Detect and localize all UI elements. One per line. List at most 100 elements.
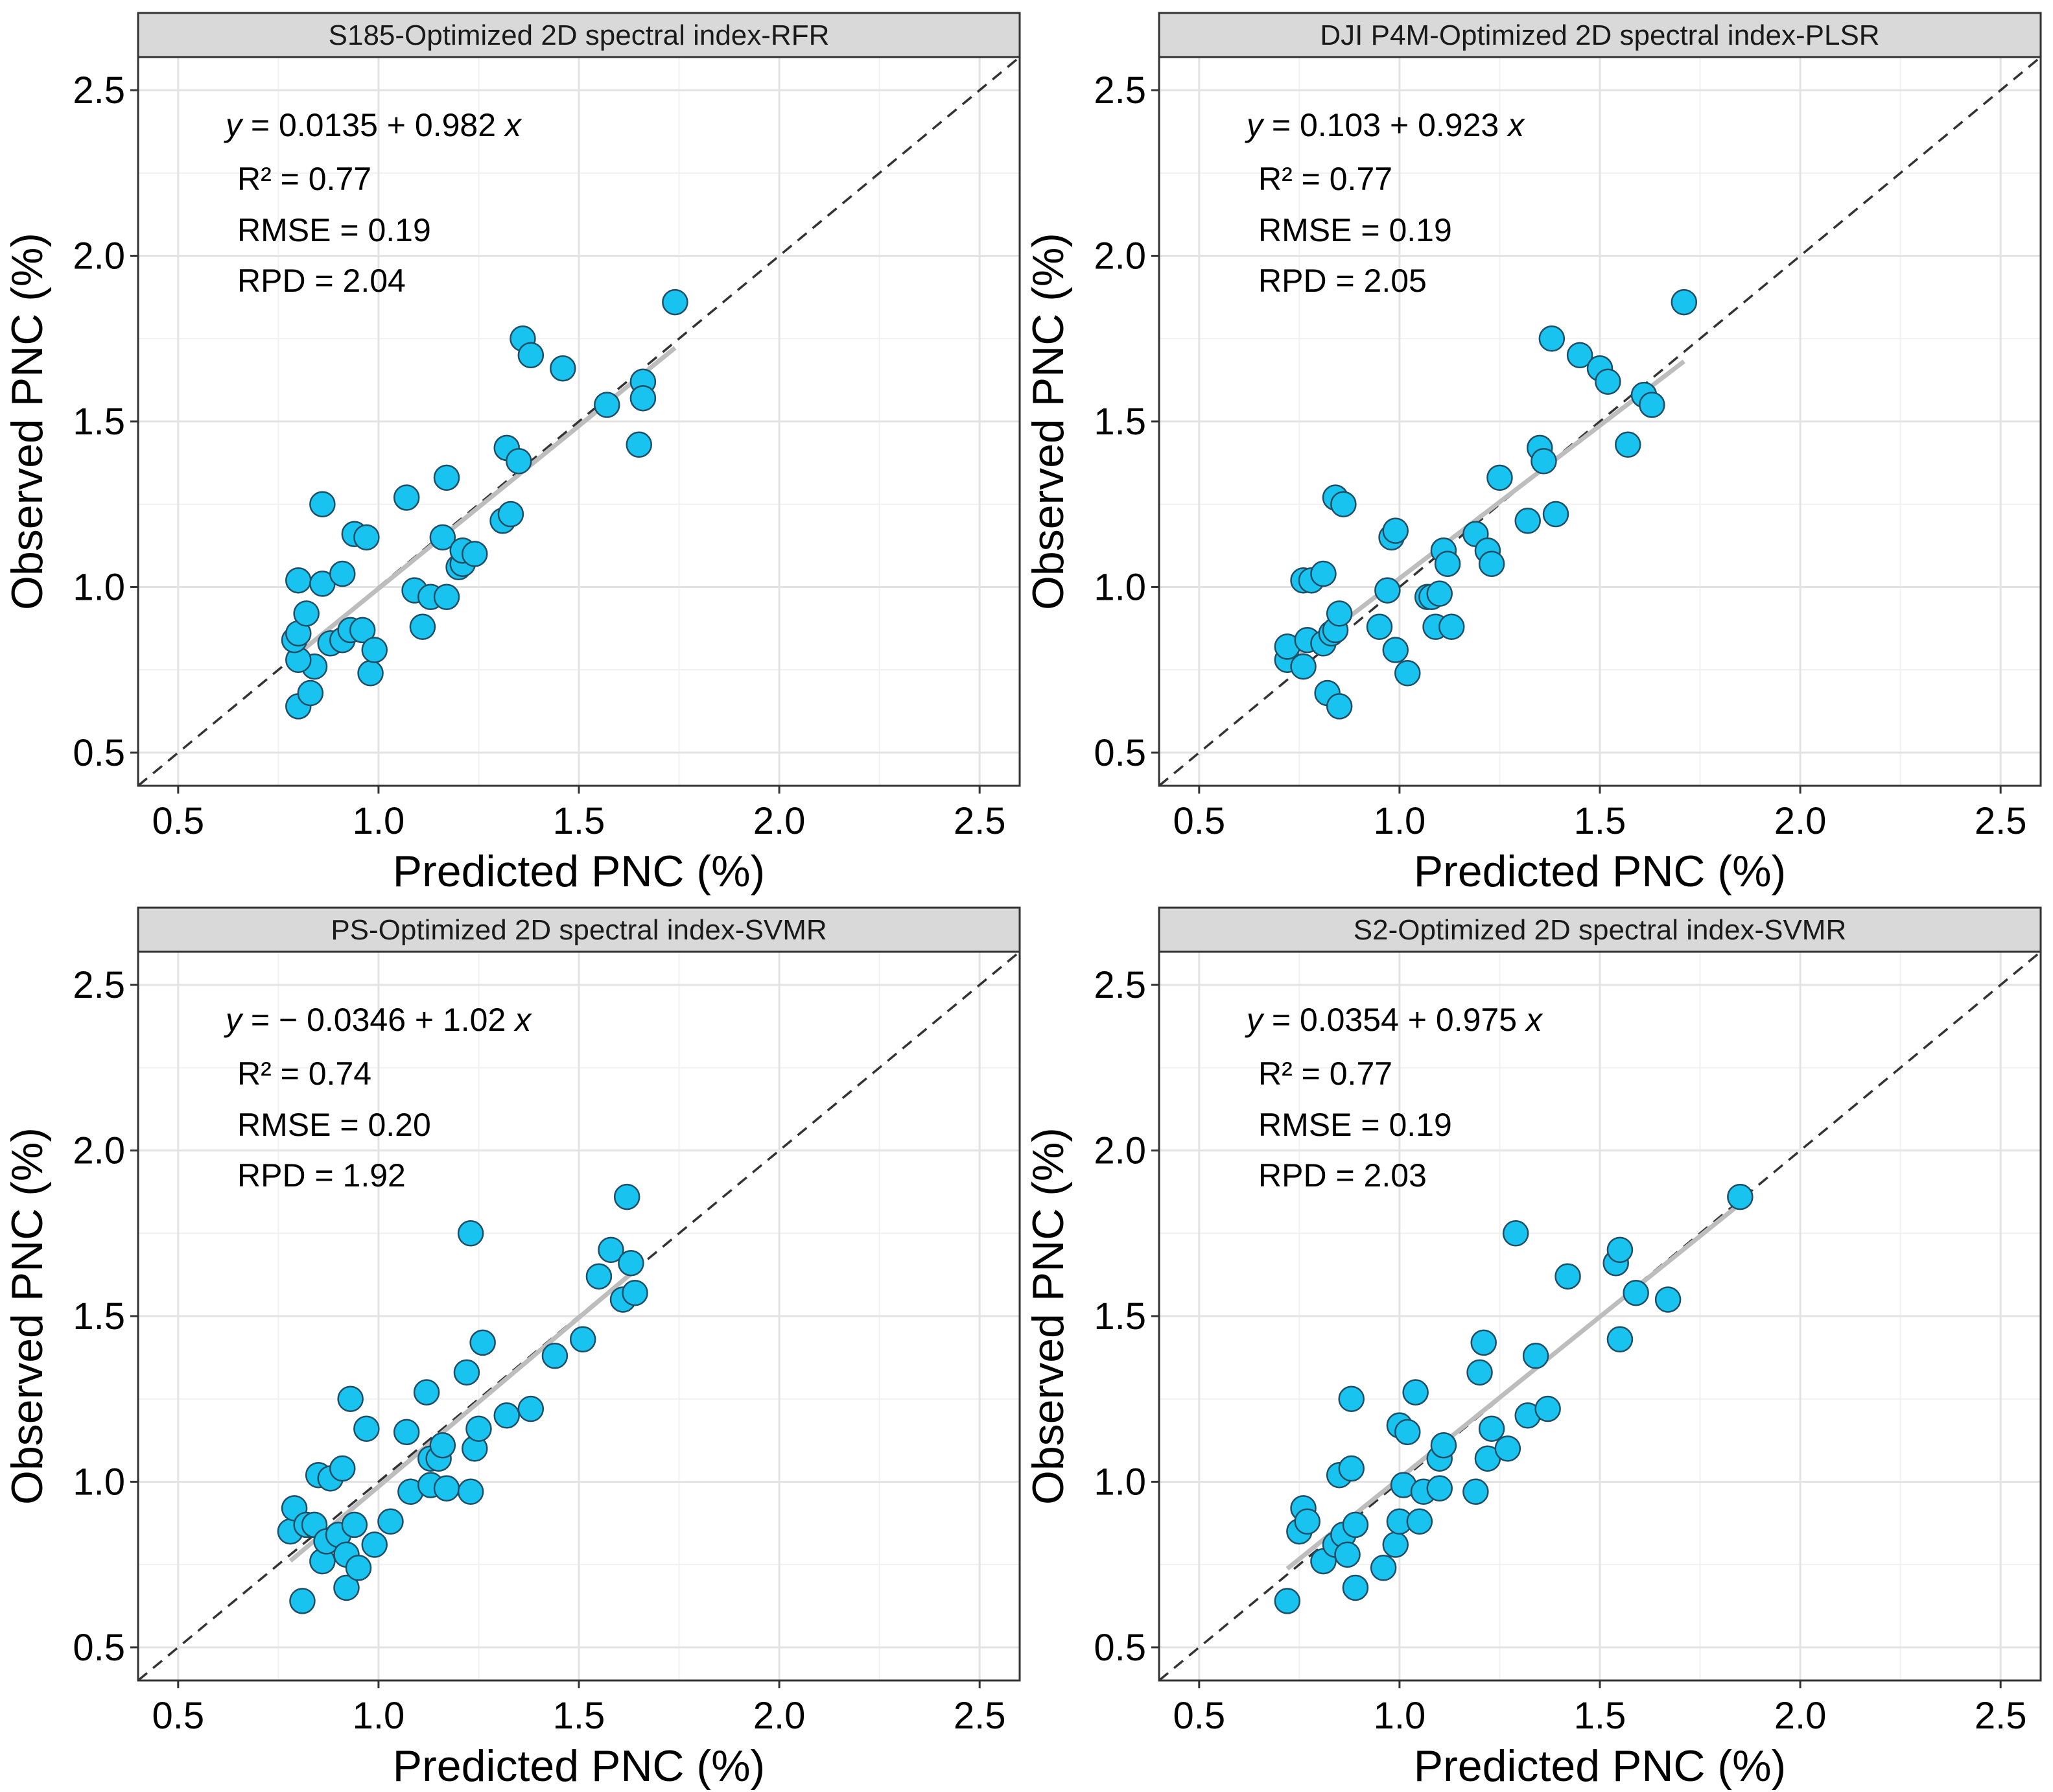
y-tick-label: 2.5 [1094,964,1146,1006]
x-tick-label: 2.0 [1774,1695,1827,1737]
y-tick-label: 0.5 [1094,1627,1146,1669]
data-point [1671,289,1698,316]
panel-3: PS-Optimized 2D spectral index-SVMR 0.5 0.… [3,906,1021,1791]
data-point [585,1263,613,1290]
data-point [1334,1541,1361,1568]
data-point [618,1250,644,1277]
regression-equation: y = 0.0135 + 0.982 x [224,107,522,143]
data-point [1382,517,1409,544]
data-point [1438,613,1465,641]
x-tick-label: 0.5 [1173,800,1225,842]
stat-rpd: RPD = 2.04 [237,263,406,299]
data-point [429,524,456,551]
data-point [662,289,688,316]
data-point [453,1359,480,1386]
data-point [1274,1588,1301,1614]
equation-y: y [224,1002,244,1038]
panel-1: S185-Optimized 2D spectral index-RFR 0.5 0… [3,12,1021,896]
strip-header [1158,12,2042,58]
data-point [598,1236,624,1264]
data-point [1623,1279,1649,1306]
data-point [309,491,336,517]
equation-x: x [1525,1002,1543,1038]
panel-4: S2-Optimized 2D spectral index-SVMR 0.5 0.… [1024,906,2042,1791]
data-point [361,1531,388,1558]
x-tick-label: 1.0 [1374,800,1426,842]
identity-line [1158,56,2042,787]
y-tick-label: 1.0 [1094,1461,1146,1503]
data-point [1290,653,1317,680]
x-tick-label: 1.5 [1574,800,1626,842]
y-tick-label: 0.5 [73,732,125,774]
panel-2: DJI P4M-Optimized 2D spectral index-PLSR… [1024,12,2042,896]
data-point [329,560,356,587]
x-tick-label: 1.0 [353,1695,405,1737]
data-point [613,1183,640,1210]
data-point [337,1385,364,1412]
data-point [462,541,488,567]
x-tick-label: 2.5 [954,800,1006,842]
data-point [297,679,324,707]
stat-r2: R² = 0.74 [237,1055,371,1092]
data-point [550,355,576,382]
data-point [1466,1359,1493,1386]
data-point [1426,1475,1453,1502]
data-point [393,484,420,511]
stat-rmse: RMSE = 0.19 [237,212,431,248]
stat-rmse: RMSE = 0.20 [237,1107,431,1143]
data-point [1330,491,1357,517]
equation-x: x [513,1002,532,1038]
data-point [1554,1263,1581,1290]
equation-rhs: = − 0.0346 + 1.02 [242,1002,515,1038]
equation-x: x [1507,107,1525,143]
data-point [629,384,657,412]
data-point [1342,1511,1369,1539]
data-point [1342,1574,1369,1601]
strip-header [137,906,1021,953]
data-point [1434,550,1461,577]
data-point [622,1279,648,1306]
data-point [1394,1419,1421,1446]
stat-rpd: RPD = 1.92 [237,1157,406,1194]
strip-header [1158,906,2042,953]
data-point [393,1419,420,1446]
data-point [1566,342,1593,369]
y-tick-label: 2.0 [73,235,125,277]
regression-line [288,1268,637,1563]
data-point [413,1379,440,1406]
data-point [1462,1478,1489,1505]
data-point [1406,1508,1433,1535]
panel-title: S2-Optimized 2D spectral index-SVMR [1354,914,1846,946]
y-axis-title: Observed PNC (%) [3,233,52,610]
y-tick-label: 2.5 [1094,69,1146,112]
equation-rhs: = 0.0135 + 0.982 [242,107,505,143]
data-point [1426,580,1453,607]
data-point [1338,1385,1365,1412]
data-point [1326,693,1353,720]
x-tick-label: 1.5 [1574,1695,1626,1737]
equation-y: y [224,107,244,143]
y-axis-title: Observed PNC (%) [1024,1127,1073,1505]
regression-equation: y = 0.103 + 0.923 x [1245,107,1525,143]
y-tick-label: 2.0 [1094,235,1146,277]
equation-x: x [504,107,522,143]
data-point [1478,1415,1505,1442]
regression-line [1285,1201,1742,1571]
data-point [1310,560,1337,587]
identity-line [137,56,1021,787]
data-point [341,1511,368,1539]
data-point [1522,1343,1549,1369]
data-point [1338,1455,1365,1482]
data-point [1478,550,1505,577]
stat-rmse: RMSE = 0.19 [1258,1107,1452,1143]
data-point [594,392,620,418]
data-point [506,448,532,475]
x-tick-label: 1.5 [553,1695,605,1737]
y-tick-label: 1.5 [1094,1295,1146,1338]
x-tick-label: 2.5 [1975,800,2027,842]
y-tick-label: 1.0 [73,1461,125,1503]
data-point [357,660,384,687]
data-point [1538,325,1566,352]
stat-rpd: RPD = 2.03 [1258,1157,1427,1194]
